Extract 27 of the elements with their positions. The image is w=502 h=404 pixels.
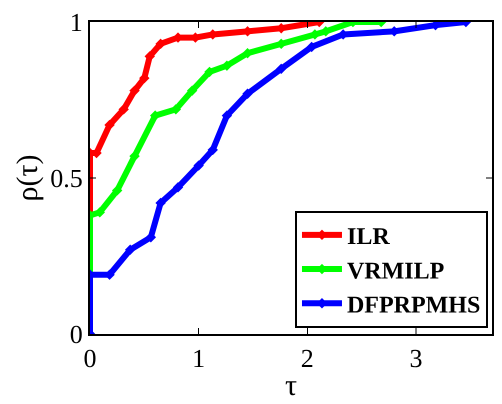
point bbox=[276, 64, 286, 74]
point bbox=[172, 182, 184, 193]
legend-label: ILR bbox=[346, 224, 390, 250]
x-tick-label: 3 bbox=[409, 344, 422, 374]
legend-label: VRMILP bbox=[346, 258, 444, 284]
point bbox=[129, 85, 140, 96]
legend-label: DFPRPMHS bbox=[346, 292, 480, 319]
point bbox=[129, 150, 140, 162]
point bbox=[242, 88, 253, 99]
x-tick-label: 1 bbox=[192, 344, 206, 374]
point bbox=[222, 110, 232, 121]
point bbox=[125, 244, 136, 255]
point bbox=[104, 120, 115, 130]
point bbox=[208, 144, 218, 156]
y-tick-label: 1 bbox=[70, 8, 83, 38]
x-tick-label: 2 bbox=[300, 344, 314, 374]
point bbox=[112, 185, 122, 196]
y-tick-label: 0.5 bbox=[50, 164, 83, 194]
point bbox=[118, 104, 129, 115]
y-tick-label: 0 bbox=[70, 320, 83, 350]
point bbox=[186, 85, 198, 96]
point bbox=[222, 60, 232, 71]
x-axis-title: τ bbox=[284, 369, 298, 402]
point bbox=[155, 38, 166, 50]
point bbox=[306, 42, 317, 52]
y-axis-title: ρ(τ) bbox=[10, 154, 44, 202]
point bbox=[193, 160, 204, 171]
